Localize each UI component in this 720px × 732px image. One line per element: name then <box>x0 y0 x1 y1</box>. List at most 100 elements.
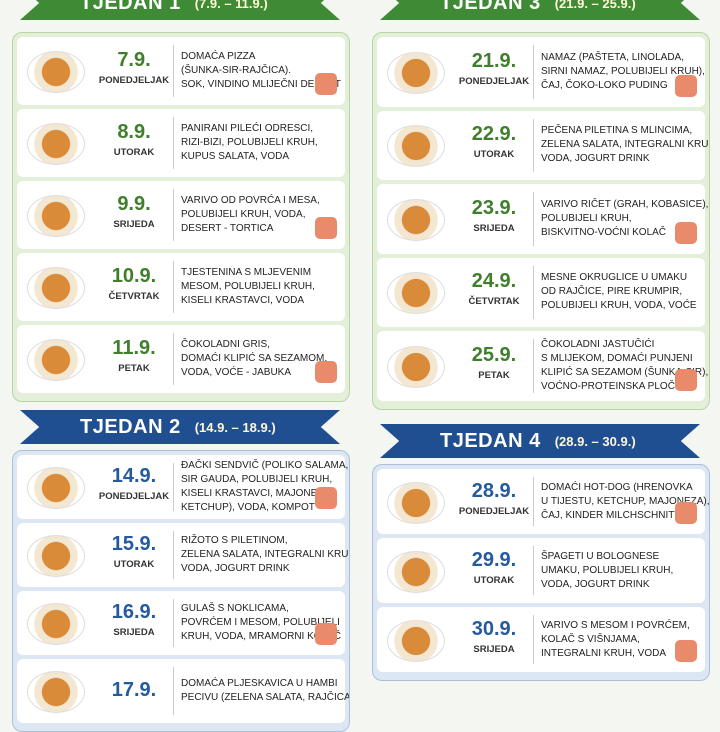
food-image <box>387 198 445 241</box>
date: 10.9. <box>111 265 157 287</box>
week-title: TJEDAN 4 <box>440 429 541 452</box>
dessert-icon <box>315 361 337 383</box>
meal-text: DOMAĆA PIZZA (ŠUNKA-SIR-RAJČICA). SOK, VIN… <box>181 50 341 92</box>
divider <box>173 189 174 241</box>
week-card: 28.9. PONEDJELJAK DOMAĆI HOT-DOG (HRENOVKA… <box>372 464 710 681</box>
week-card: 14.9. PONEDJELJAK ĐAČKI SENDVIČ (POLIKO SA… <box>12 450 350 732</box>
menu-page: TJEDAN 1 (7.9. – 11.9.) 7.9. PONEDJELJAK DOM… <box>12 0 710 732</box>
meal-text: VARIVO S MESOM I POVRĆEM, KOLAČ S VIŠNJAM… <box>541 619 690 661</box>
meal-line: SIRNI NAMAZ, POLUBIJELI KRUH), <box>541 65 705 77</box>
meal-line: KOLAČ S VIŠNJAMA, <box>541 633 640 645</box>
divider <box>533 477 534 526</box>
meal-line: ZELENA SALATA, INTEGRALNI KRUH, <box>181 549 350 560</box>
dessert-icon <box>315 73 337 95</box>
date: 17.9. <box>111 679 157 701</box>
food-image <box>27 267 85 309</box>
food-image <box>27 51 85 93</box>
day-row: 14.9. PONEDJELJAK ĐAČKI SENDVIČ (POLIKO SA… <box>17 455 348 519</box>
date: 28.9. <box>471 479 517 502</box>
dessert-icon <box>315 487 337 509</box>
food-image <box>27 467 85 509</box>
week-card: 21.9. PONEDJELJAK NAMAZ (PAŠTETA, LINOLADA… <box>372 32 710 410</box>
meal-line: ČAJ, ČOKO-LOKO PUDING <box>541 79 668 91</box>
meal-line: ČOKOLADNI GRIS, <box>181 339 270 350</box>
meal-line: DOMAĆA PIZZA <box>181 51 256 62</box>
date: 21.9. <box>471 49 517 72</box>
day-row: 22.9. UTORAK PEČENA PILETINA S MLINCIMA, ZE… <box>377 110 709 180</box>
divider <box>173 117 174 169</box>
week-banner: TJEDAN 1 (7.9. – 11.9.) <box>20 0 340 20</box>
day-row: 8.9. UTORAK PANIRANI PILEĆI ODRESCI, RIZI-B… <box>17 109 345 177</box>
meal-text: RIŽOTO S PILETINOM, ZELENA SALATA, INTEGR… <box>181 534 350 576</box>
meal-line: KETCHUP), VODA, KOMPOT <box>181 502 315 513</box>
date: 22.9. <box>471 123 517 146</box>
day-row: 16.9. SRIJEDA GULAŠ S NOKLICAMA, POVRĆEM I … <box>17 591 345 655</box>
food-image <box>387 272 445 315</box>
meal-text: ĐAČKI SENDVIČ (POLIKO SALAMA, SIR GAUDA, … <box>181 459 348 515</box>
dessert-icon <box>675 502 697 524</box>
date: 24.9. <box>471 270 517 293</box>
meal-line: UMAKU, POLUBIJELI KRUH, <box>541 564 674 576</box>
date: 30.9. <box>471 617 517 640</box>
week-banner: TJEDAN 4 (28.9. – 30.9.) <box>380 424 700 458</box>
date: 15.9. <box>111 533 157 555</box>
dessert-icon <box>675 640 697 662</box>
day-row: 17.9. DOMAĆA PLJESKAVICA U HAMBI PECIVU (Z… <box>17 659 349 723</box>
meal-line: TJESTENINA S MLJEVENIM <box>181 267 312 278</box>
date: 7.9. <box>117 49 151 71</box>
week-range: (14.9. – 18.9.) <box>194 419 276 435</box>
meal-line: SOK, VINDINO MLIJEČNI DESERT <box>181 79 341 90</box>
weekday: PONEDJELJAK <box>98 75 170 86</box>
week-banner: TJEDAN 2 (14.9. – 18.9.) <box>20 410 340 444</box>
divider <box>533 265 534 319</box>
meal-line: BISKVITNO-VOĆNI KOLAČ <box>541 226 667 238</box>
meal-text: MESNE OKRUGLICE U UMAKU OD RAJČICE, PIRE … <box>541 271 697 313</box>
weekday: PETAK <box>118 363 150 374</box>
day-row: 29.9. UTORAK ŠPAGETI U BOLOGNESE UMAKU, POL… <box>377 538 705 603</box>
meal-text: NAMAZ (PAŠTETA, LINOLADA, SIRNI NAMAZ, PO… <box>541 51 705 93</box>
day-row: 10.9. ČETVRTAK TJESTENINA S MLJEVENIM MESOM… <box>17 253 345 321</box>
divider <box>533 192 534 246</box>
divider <box>173 667 174 715</box>
divider <box>173 45 174 97</box>
divider <box>173 463 174 511</box>
weekday: SRIJEDA <box>113 219 155 230</box>
meal-line: DOMAĆI HOT-DOG (HRENOVKA <box>541 481 693 493</box>
meal-line: POLUBIJELI KRUH, VODA, <box>181 209 306 220</box>
meal-line: OD RAJČICE, PIRE KRUMPIR, <box>541 286 683 298</box>
day-row: 28.9. PONEDJELJAK DOMAĆI HOT-DOG (HRENOVKA… <box>377 469 709 534</box>
dessert-icon <box>675 74 697 97</box>
date: 9.9. <box>117 193 151 215</box>
date: 11.9. <box>112 337 156 359</box>
meal-line: DOMAĆA PLJESKAVICA U HAMBI <box>181 678 338 689</box>
meal-line: DOMAĆI KLIPIĆ SA SEZAMOM, <box>181 353 328 364</box>
week-title: TJEDAN 1 <box>80 0 181 14</box>
date: 14.9. <box>111 465 157 487</box>
food-image <box>387 51 445 94</box>
dessert-icon <box>675 221 697 244</box>
meal-line: KISELI KRASTAVCI, MAJONEZA, <box>181 488 333 499</box>
day-row: 7.9. PONEDJELJAK DOMAĆA PIZZA (ŠUNKA-SIR-RA… <box>17 37 345 105</box>
day-row: 15.9. UTORAK RIŽOTO S PILETINOM, ZELENA SAL… <box>17 523 349 587</box>
divider <box>533 615 534 664</box>
week-title: TJEDAN 2 <box>80 415 181 438</box>
meal-line: (ŠUNKA-SIR-RAJČICA). <box>181 65 292 76</box>
meal-line: RIŽOTO S PILETINOM, <box>181 535 288 546</box>
meal-line: VOĆNO-PROTEINSKA PLOČICA <box>541 380 692 392</box>
week-range: (7.9. – 11.9.) <box>194 0 268 11</box>
date: 29.9. <box>471 548 517 571</box>
date: 23.9. <box>471 196 517 219</box>
weekday: ČETVRTAK <box>108 291 160 302</box>
food-image <box>27 671 85 713</box>
day-row: 25.9. PETAK ČOKOLADNI JASTUČIĆI S MLIJEKOM,… <box>377 331 708 401</box>
meal-line: S MLIJEKOM, DOMAĆI PUNJENI <box>541 352 693 364</box>
day-row: 21.9. PONEDJELJAK NAMAZ (PAŠTETA, LINOLADA… <box>377 37 705 107</box>
dessert-icon <box>675 368 697 391</box>
meal-text: DOMAĆI HOT-DOG (HRENOVKA U TIJESTU, KETCH… <box>541 481 709 523</box>
food-image <box>27 603 85 645</box>
meal-line: ŠPAGETI U BOLOGNESE <box>541 550 660 562</box>
meal-text: DOMAĆA PLJESKAVICA U HAMBI PECIVU (ZELENA… <box>181 677 349 705</box>
weekday: PETAK <box>478 369 510 381</box>
weekday: SRIJEDA <box>473 222 515 234</box>
meal-text: GULAŠ S NOKLICAMA, POVRĆEM I MESOM, POLUB… <box>181 602 341 644</box>
